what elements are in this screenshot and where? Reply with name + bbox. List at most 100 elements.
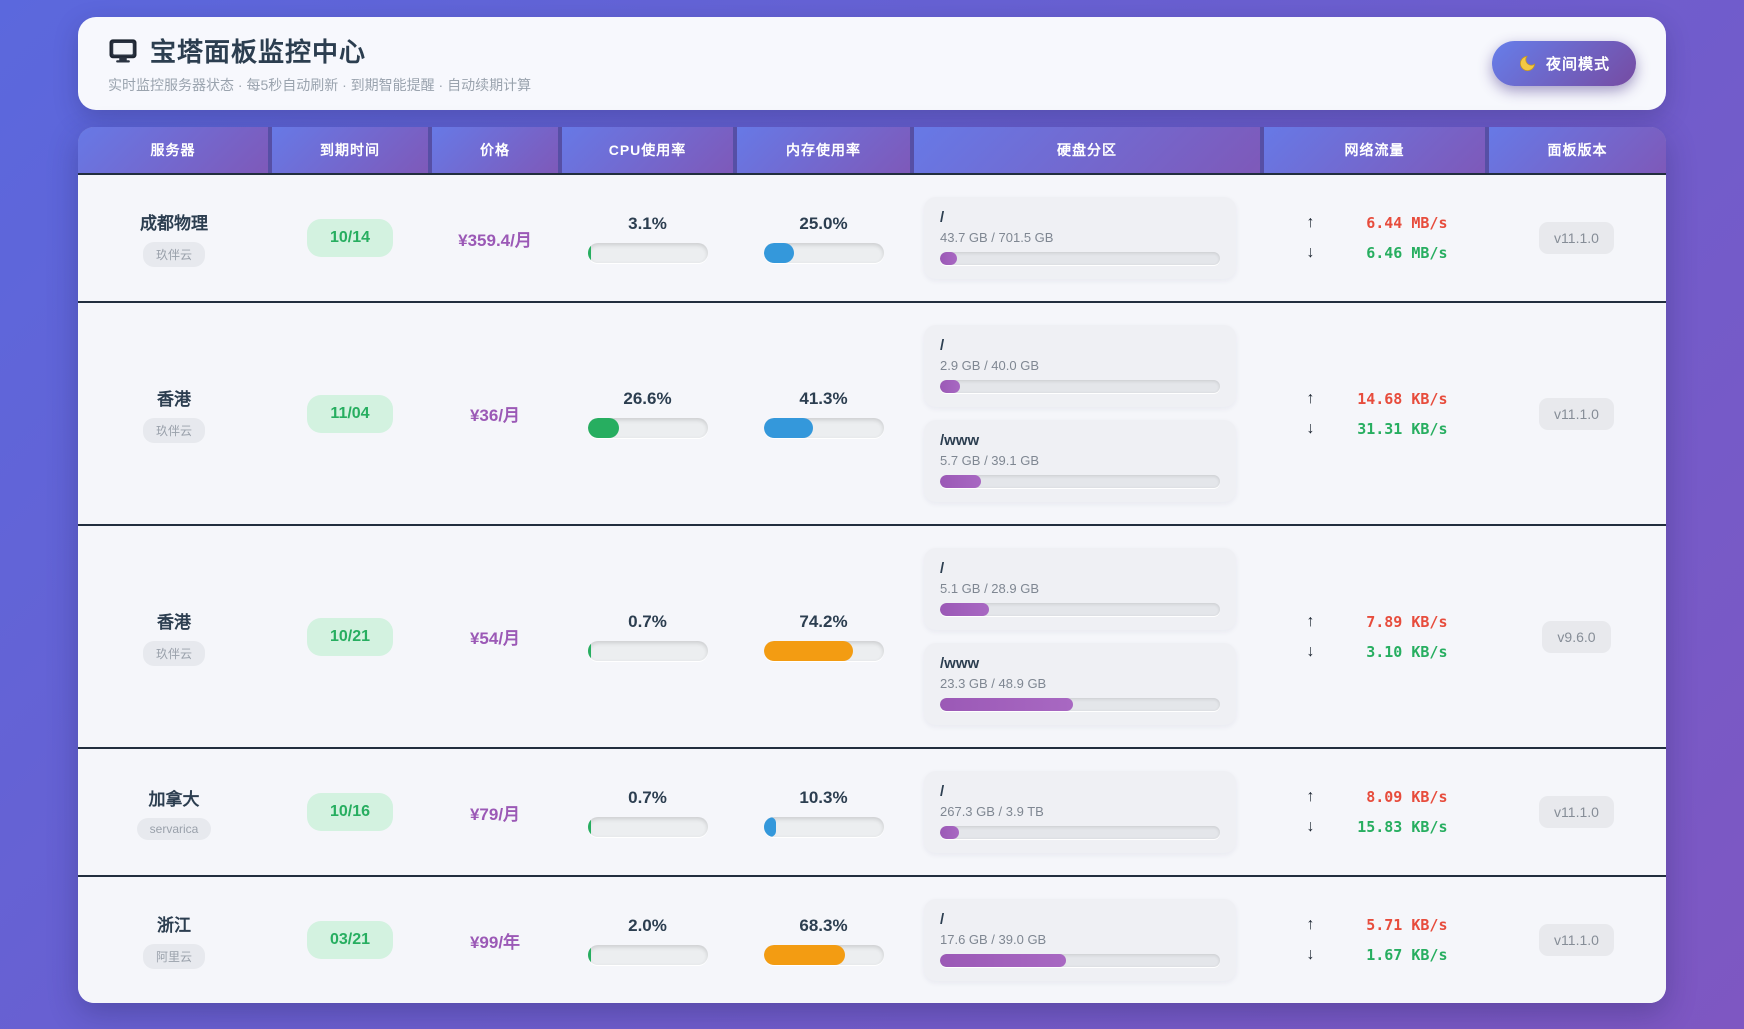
price-value: ¥79/月 xyxy=(469,804,521,824)
cpu-usage-bar-track xyxy=(587,816,708,837)
disk-partitions-cell: / 43.7 GB / 701.5 GB xyxy=(912,197,1262,279)
memory-usage-bar-track xyxy=(763,418,884,438)
night-mode-label: 夜间模式 xyxy=(1545,56,1610,73)
price-cell: ¥79/月 xyxy=(430,800,560,825)
expiry-cell: 11/04 xyxy=(270,394,430,433)
disk-mount-point: / xyxy=(940,337,945,354)
price-cell: ¥99/年 xyxy=(430,928,560,953)
cpu-usage-bar-track xyxy=(587,418,708,438)
disk-mount-point: / xyxy=(940,209,945,226)
expiry-cell: 10/21 xyxy=(270,617,430,656)
disk-partition-card: /www 23.3 GB / 48.9 GB xyxy=(924,643,1236,725)
upload-speed: 8.09 KB/s xyxy=(1366,788,1448,806)
disk-partitions-cell: / 5.1 GB / 28.9 GB/www 23.3 GB / 48.9 GB xyxy=(912,548,1262,725)
disk-bar-track xyxy=(940,252,1220,265)
upload-speed: 6.44 MB/s xyxy=(1366,214,1448,232)
server-cell: 浙江 阿里云 xyxy=(78,911,270,969)
network-download: ↓ 6.46 MB/s xyxy=(1302,244,1448,262)
memory-usage-value: 74.2% xyxy=(799,612,848,631)
cpu-usage-bar-track xyxy=(587,944,708,965)
expiry-badge: 11/04 xyxy=(307,394,393,433)
cpu-usage-value: 0.7% xyxy=(628,612,667,631)
server-row: 加拿大 servarica 10/16 ¥79/月 0.7% 10.3% / 267.3 GB… xyxy=(78,747,1666,875)
disk-usage-text: 5.7 GB / 39.1 GB xyxy=(940,453,1039,468)
disk-partition-card: / 17.6 GB / 39.0 GB xyxy=(924,899,1236,981)
disk-partition-card: / 2.9 GB / 40.0 GB xyxy=(924,325,1236,407)
price-value: ¥54/月 xyxy=(469,629,521,648)
memory-usage: 74.2% xyxy=(735,612,912,661)
download-arrow-icon: ↓ xyxy=(1306,244,1315,261)
download-speed: 1.67 KB/s xyxy=(1366,946,1448,964)
cpu-usage-bar-fill xyxy=(587,242,592,263)
column-header-1: 到期时间 xyxy=(272,127,428,173)
upload-speed: 7.89 KB/s xyxy=(1366,612,1448,631)
disk-bar-fill xyxy=(940,954,1067,967)
disk-mount-point: /www xyxy=(940,432,980,449)
network-download: ↓ 31.31 KB/s xyxy=(1302,420,1448,438)
memory-usage-value: 68.3% xyxy=(799,915,848,935)
column-header-2: 价格 xyxy=(432,127,558,173)
expiry-cell: 10/14 xyxy=(270,219,430,257)
expiry-badge: 10/14 xyxy=(306,219,394,257)
network-cell: ↑ 14.68 KB/s ↓ 31.31 KB/s xyxy=(1262,390,1487,438)
disk-bar-track xyxy=(940,380,1220,393)
server-cell: 香港 玖伴云 xyxy=(78,385,270,443)
disk-partition-card: / 43.7 GB / 701.5 GB xyxy=(924,197,1236,279)
memory-usage-value: 41.3% xyxy=(799,389,848,408)
disk-usage-text: 267.3 GB / 3.9 TB xyxy=(940,804,1044,819)
download-speed: 6.46 MB/s xyxy=(1366,244,1448,262)
header-left: 宝塔面板监控中心 实时监控服务器状态 · 每5秒自动刷新 · 到期智能提醒 · … xyxy=(108,32,531,95)
version-cell: v11.1.0 xyxy=(1487,924,1666,956)
memory-usage-bar-fill xyxy=(763,641,853,661)
page-subtitle: 实时监控服务器状态 · 每5秒自动刷新 · 到期智能提醒 · 自动续期计算 xyxy=(108,77,532,93)
cpu-usage-bar-track xyxy=(587,242,708,263)
column-header-0: 服务器 xyxy=(78,127,268,173)
memory-usage-bar-track xyxy=(763,242,884,263)
disk-bar-track xyxy=(940,954,1220,967)
network-upload: ↑ 7.89 KB/s xyxy=(1302,613,1448,631)
upload-arrow-icon: ↑ xyxy=(1306,214,1315,231)
upload-speed: 14.68 KB/s xyxy=(1357,389,1448,408)
server-name: 浙江 xyxy=(157,916,191,935)
network-cell: ↑ 7.89 KB/s ↓ 3.10 KB/s xyxy=(1262,613,1487,661)
table-header-row: 服务器 到期时间 价格 CPU使用率 内存使用率 硬盘分区 网络流量 面板版本 xyxy=(78,127,1666,173)
version-cell: v11.1.0 xyxy=(1487,397,1666,430)
memory-usage-bar-fill xyxy=(763,944,846,965)
price-value: ¥99/年 xyxy=(469,932,521,952)
memory-usage: 10.3% xyxy=(735,788,912,837)
download-arrow-icon: ↓ xyxy=(1306,818,1315,835)
disk-partitions-cell: / 267.3 GB / 3.9 TB xyxy=(912,771,1262,853)
price-value: ¥359.4/月 xyxy=(458,230,532,250)
download-arrow-icon: ↓ xyxy=(1306,419,1315,437)
network-cell: ↑ 6.44 MB/s ↓ 6.46 MB/s xyxy=(1262,214,1487,262)
server-row: 香港 玖伴云 11/04 ¥36/月 26.6% 41.3% / 2.9 GB / 40.0 … xyxy=(78,301,1666,524)
panel-version-badge: v11.1.0 xyxy=(1539,924,1614,956)
disk-bar-fill xyxy=(940,698,1074,711)
server-name: 香港 xyxy=(157,612,191,632)
column-header-4: 内存使用率 xyxy=(737,127,910,173)
provider-badge: 玖伴云 xyxy=(142,242,205,267)
memory-usage-bar-fill xyxy=(763,816,776,837)
network-upload: ↑ 6.44 MB/s xyxy=(1302,214,1448,232)
disk-bar-fill xyxy=(940,380,961,393)
disk-usage-text: 43.7 GB / 701.5 GB xyxy=(940,230,1054,245)
download-arrow-icon: ↓ xyxy=(1306,946,1315,963)
network-cell: ↑ 8.09 KB/s ↓ 15.83 KB/s xyxy=(1262,788,1487,836)
disk-usage-text: 17.6 GB / 39.0 GB xyxy=(940,932,1047,947)
expiry-cell: 03/21 xyxy=(270,921,430,959)
header-card: 宝塔面板监控中心 实时监控服务器状态 · 每5秒自动刷新 · 到期智能提醒 · … xyxy=(78,17,1666,110)
cpu-usage: 3.1% xyxy=(560,214,735,263)
disk-usage-text: 23.3 GB / 48.9 GB xyxy=(940,676,1047,691)
network-upload: ↑ 14.68 KB/s xyxy=(1302,390,1448,408)
network-download: ↓ 1.67 KB/s xyxy=(1302,946,1448,964)
monitor-icon xyxy=(108,36,138,66)
cpu-usage: 2.0% xyxy=(560,916,735,965)
memory-usage-value: 10.3% xyxy=(799,787,848,807)
memory-usage: 25.0% xyxy=(735,214,912,263)
server-row: 浙江 阿里云 03/21 ¥99/年 2.0% 68.3% / 17.6 GB / 39.0 … xyxy=(78,875,1666,1003)
expiry-badge: 10/16 xyxy=(306,793,394,831)
cpu-usage-bar-fill xyxy=(587,641,592,661)
expiry-badge: 03/21 xyxy=(306,921,394,959)
night-mode-button[interactable]: 夜间模式 xyxy=(1491,41,1636,86)
disk-partitions-cell: / 2.9 GB / 40.0 GB/www 5.7 GB / 39.1 GB xyxy=(912,325,1262,502)
